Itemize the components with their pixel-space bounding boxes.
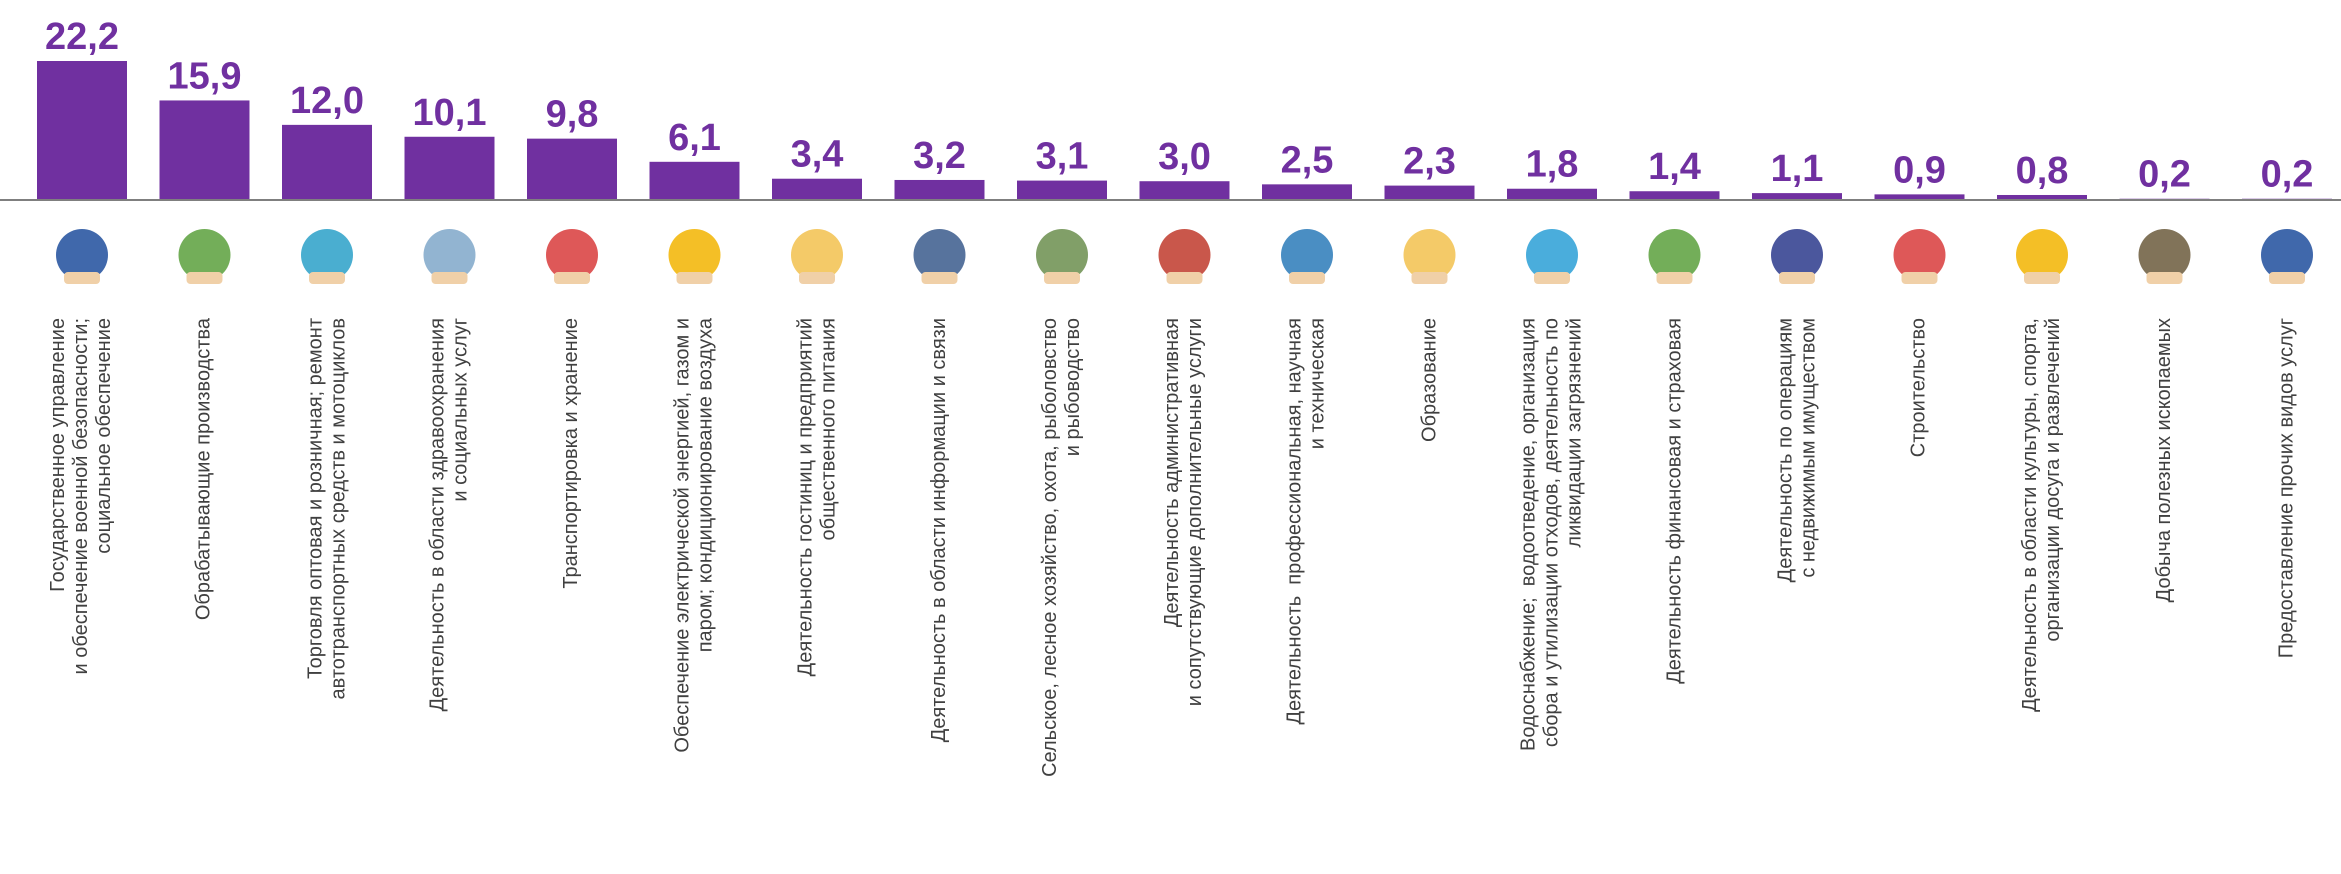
value-label: 2,5 (1281, 139, 1334, 181)
category-icon-detail (1656, 272, 1693, 284)
category-icon (2261, 229, 2313, 281)
category-label: Деятельность в области здравоохранения и… (426, 318, 472, 712)
category-label: Обрабатывающие производства (193, 318, 215, 621)
category-icon (423, 229, 476, 281)
category-icon (668, 229, 721, 281)
bar (772, 178, 862, 200)
value-label: 0,9 (1893, 149, 1946, 191)
bar (527, 138, 617, 200)
category-label: Строительство (1908, 318, 1930, 458)
category-label: Добыча полезных ископаемых (2153, 318, 2175, 603)
category-icon (1281, 229, 1333, 281)
category-icon (1893, 229, 1946, 281)
value-label: 10,1 (413, 92, 487, 134)
bar (1262, 184, 1352, 200)
value-label: 2,3 (1403, 141, 1456, 183)
category-icon (2016, 229, 2068, 281)
category-label: Государственное управление и обеспечение… (47, 318, 116, 675)
category-icon-detail (676, 272, 713, 284)
category-icon (1648, 229, 1701, 281)
category-icon-detail (554, 272, 590, 284)
bar (37, 61, 127, 200)
bar (1139, 181, 1230, 200)
category-icon-detail (1534, 272, 1570, 284)
category-icon (791, 229, 843, 281)
bar (1752, 193, 1842, 200)
bar (1384, 185, 1475, 200)
category-icon (1526, 229, 1578, 281)
value-label: 12,0 (290, 80, 364, 122)
category-label: Деятельность профессиональная, научная и… (1284, 318, 1329, 725)
category-label: Водоснабжение; водоотведение, организаци… (1517, 318, 1586, 751)
bar (282, 124, 372, 200)
category-label: Предоставление прочих видов услуг (2275, 318, 2298, 659)
category-icon-detail (309, 272, 345, 284)
value-label: 3,2 (913, 135, 966, 177)
bar (1017, 180, 1107, 200)
category-icon (1771, 229, 1823, 281)
category-icon (178, 229, 231, 281)
category-label: Торговля оптовая и розничная; ремонт авт… (304, 318, 349, 700)
category-icon-detail (2024, 272, 2060, 284)
category-icon-detail (1901, 272, 1938, 284)
category-icon-detail (1289, 272, 1325, 284)
bar (894, 179, 985, 200)
value-label: 1,8 (1526, 144, 1579, 186)
category-icon (56, 229, 108, 281)
category-icon (546, 229, 598, 281)
category-icon (1036, 229, 1088, 281)
value-label: 1,1 (1771, 148, 1824, 190)
category-label: Образование (1418, 318, 1440, 442)
category-icon-detail (921, 272, 958, 284)
bar (159, 100, 250, 200)
value-label: 22,2 (45, 16, 119, 58)
category-label: Деятельность административная и сопутств… (1161, 318, 1207, 707)
category-icon-detail (186, 272, 223, 284)
category-icon-detail (431, 272, 468, 284)
category-icon-detail (1166, 272, 1203, 284)
category-icon (301, 229, 353, 281)
category-label: Деятельность по операциям с недвижимым и… (1774, 318, 1819, 583)
category-icon (1403, 229, 1456, 281)
category-label: Деятельность гостиниц и предприятий обще… (794, 318, 839, 677)
category-icon-detail (2269, 272, 2305, 284)
category-icon-detail (1411, 272, 1448, 284)
bar (404, 136, 495, 200)
value-label: 3,0 (1158, 136, 1211, 178)
bar (1507, 188, 1597, 200)
value-label: 0,2 (2261, 154, 2314, 196)
category-icon-detail (2146, 272, 2183, 284)
category-label: Сельское, лесное хозяйство, охота, рыбол… (1039, 318, 1084, 777)
bar (649, 161, 740, 200)
value-label: 0,2 (2138, 154, 2191, 196)
category-label: Деятельность в области информации и связ… (928, 318, 950, 743)
category-label: Деятельность в области культуры, спорта,… (2019, 318, 2064, 712)
bar (1997, 194, 2087, 200)
value-label: 0,8 (2016, 150, 2069, 192)
category-icon (1158, 229, 1211, 281)
category-icon-detail (1779, 272, 1815, 284)
bar (1629, 191, 1720, 200)
category-icon (2138, 229, 2191, 281)
category-icon (913, 229, 966, 281)
value-label: 3,4 (791, 134, 844, 176)
value-label: 15,9 (168, 55, 242, 97)
category-label: Транспортировка и хранение (560, 318, 583, 589)
category-icon-detail (799, 272, 835, 284)
category-icon-detail (64, 272, 100, 284)
value-label: 3,1 (1036, 136, 1089, 178)
value-label: 9,8 (546, 94, 599, 136)
category-label: Обеспечение электрической энергией, газо… (671, 318, 717, 753)
bar (1874, 194, 1965, 200)
category-label: Деятельность финансовая и страховая (1663, 318, 1685, 684)
value-label: 1,4 (1648, 146, 1701, 188)
category-icon-detail (1044, 272, 1080, 284)
value-label: 6,1 (668, 117, 721, 159)
